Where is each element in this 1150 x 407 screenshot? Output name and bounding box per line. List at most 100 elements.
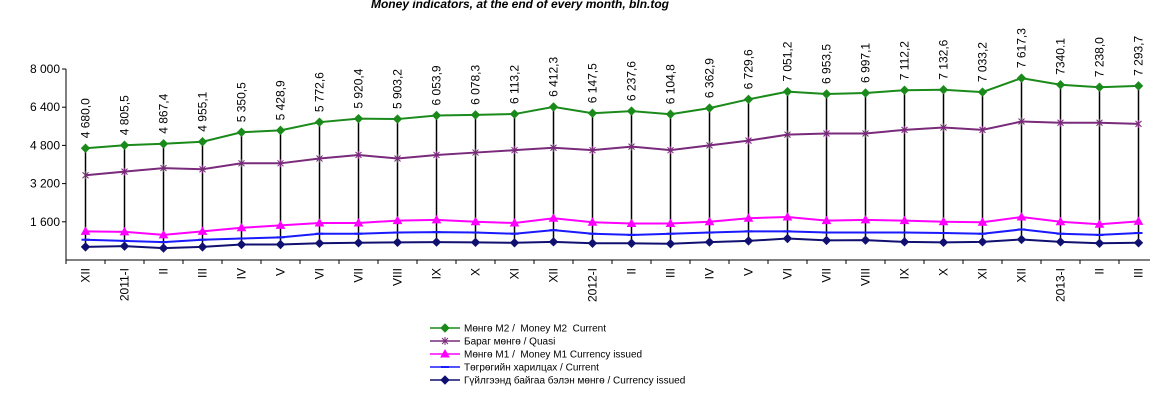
data-label: 6 997,1 [859,43,873,83]
marker [1133,81,1144,91]
marker [353,217,364,227]
marker [1016,73,1027,83]
marker [441,337,449,345]
marker [509,109,520,119]
data-label: 4 680,0 [79,98,93,138]
marker [314,238,325,248]
marker [277,159,284,168]
x-tick-label: II [157,268,171,275]
marker [470,110,481,120]
x-tick-label: VII [820,268,834,283]
marker [440,323,450,333]
marker [704,237,715,247]
x-tick-label: III [196,268,210,278]
marker [433,150,440,159]
marker [821,215,832,225]
marker [782,212,793,221]
marker [743,213,754,222]
x-tick-label: IV [235,268,249,279]
marker [509,238,520,248]
data-label: 7 033,2 [976,42,990,82]
legend-label: Гүйлгээнд байгаа бэлэн мөнгө / Currency … [464,375,685,387]
marker [1055,80,1066,90]
data-label: 6 147,5 [586,63,600,103]
marker [470,216,481,226]
marker [509,217,520,227]
marker [80,143,91,153]
data-label: 6 953,5 [820,44,834,84]
data-label: 5 772,6 [313,72,327,112]
data-label: 6 362,9 [703,58,717,98]
marker [470,237,481,248]
data-label: 5 350,5 [235,82,249,122]
marker [665,218,676,227]
marker [511,146,518,155]
marker [587,238,598,248]
marker [977,217,988,226]
marker [977,237,988,247]
marker [392,237,403,248]
data-label: 7 293,7 [1132,35,1146,75]
x-tick-label: XI [508,268,522,279]
marker [197,136,208,147]
marker [821,235,832,246]
marker [80,242,91,252]
data-label: 5 428,9 [274,80,288,120]
marker [626,218,637,227]
marker [119,226,130,236]
x-tick-label: VI [313,268,327,279]
marker [199,165,206,174]
marker [1094,238,1105,248]
data-label: 4 955,1 [196,91,210,131]
marker [860,235,871,245]
marker [628,142,635,151]
x-tick-label: III [1132,268,1146,278]
marker [548,102,559,112]
marker [314,117,325,127]
marker [80,226,91,235]
x-tick-label: X [469,268,483,276]
y-tick-label: 8 000 [30,62,60,76]
x-tick-label: II [625,268,639,275]
legend-label: Бараг мөнгө / Quasi [464,337,555,348]
y-tick-label: 6 400 [30,100,60,114]
marker [236,222,247,232]
x-tick-label: XI [976,268,990,279]
legend-label: Төгрөгийн харилцах / Current [464,363,599,374]
x-tick-label: IX [430,268,444,279]
data-label: 4 805,5 [118,95,132,135]
data-label: 7 112,2 [898,41,912,80]
marker [353,113,364,124]
data-label: 5 920,4 [352,68,366,108]
marker [977,87,988,97]
marker [440,348,450,358]
x-tick-label: II [1093,268,1107,275]
data-label: 6 412,3 [547,57,561,97]
marker [940,123,947,132]
marker [938,85,949,95]
marker [314,217,325,227]
legend-marker [440,348,450,358]
marker [1133,216,1144,225]
marker [1016,212,1027,221]
y-tick-label: 1 600 [30,215,60,229]
marker [587,217,598,226]
marker [431,237,442,247]
marker [82,171,89,180]
marker [1057,118,1064,127]
marker [353,238,364,248]
marker [938,237,949,248]
marker [667,146,674,155]
marker [782,233,793,244]
marker [860,214,871,224]
marker [821,89,832,99]
marker [784,130,791,139]
marker [160,164,167,173]
marker [1055,237,1066,247]
marker [1016,234,1027,245]
legend-marker [441,337,449,345]
marker [236,127,247,137]
marker [706,141,713,150]
marker [197,242,208,252]
marker [119,241,130,251]
